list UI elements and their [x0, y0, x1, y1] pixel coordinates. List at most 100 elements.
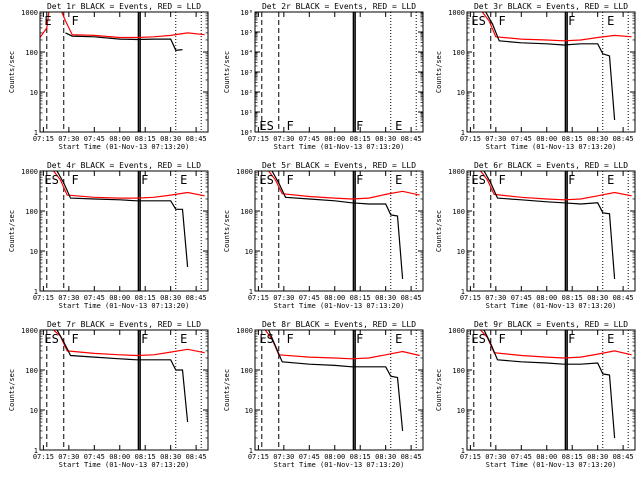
plot-frame: [466, 329, 636, 451]
marker-label: F: [356, 332, 363, 346]
marker-label: E: [180, 332, 187, 346]
x-tick-label: 07:30: [485, 135, 506, 143]
y-tick-label: 1000: [448, 168, 465, 176]
time-markers: [261, 330, 417, 450]
x-tick-label: 07:15: [460, 453, 481, 461]
y-tick-label: 10: [457, 407, 465, 415]
series-line-events: [483, 171, 616, 280]
panel-title: Det 8r BLACK = Events, RED = LLD: [262, 320, 416, 329]
x-tick-label: 08:00: [109, 135, 130, 143]
y-tick-label: 100: [25, 49, 38, 57]
x-tick-label: 08:45: [401, 453, 422, 461]
x-tick-label: 07:30: [273, 135, 294, 143]
series-line-events: [483, 330, 616, 439]
x-tick-label: 08:30: [587, 453, 608, 461]
panel-det-5: Det 5r BLACK = Events, RED = LLD ES F F E 1 10…: [223, 161, 424, 310]
x-tick-label: 08:15: [135, 453, 156, 461]
marker-label: F: [72, 14, 79, 28]
y-tick-label: 10: [245, 248, 253, 256]
plot-frame: [466, 11, 636, 133]
x-tick-label: 07:45: [511, 294, 532, 302]
y-tick-label: 10⁴: [240, 49, 253, 57]
y-tick-label: 10: [457, 248, 465, 256]
y-axis-label: Counts/sec: [223, 369, 231, 411]
y-axis-label: Counts/sec: [435, 369, 443, 411]
panel-det-7: Det 7r BLACK = Events, RED = LLD ES F F E 1 10…: [8, 320, 209, 469]
x-tick-label: 07:15: [460, 294, 481, 302]
x-tick-label: 08:15: [350, 135, 371, 143]
marker-label: F: [287, 173, 294, 187]
x-tick-label: 07:45: [84, 453, 105, 461]
marker-label: F: [356, 119, 363, 133]
series-line-lld: [40, 12, 205, 39]
x-tick-label: 07:45: [84, 135, 105, 143]
x-tick-label: 07:45: [511, 453, 532, 461]
marker-label: E: [607, 332, 614, 346]
marker-label: F: [568, 332, 575, 346]
marker-label: E: [395, 173, 402, 187]
time-markers: [46, 12, 202, 132]
x-axis-label: Start Time (01-Nov-13 07:13:20): [59, 461, 190, 469]
time-markers: [473, 12, 629, 132]
x-tick-label: 07:15: [33, 453, 54, 461]
x-tick-label: 08:00: [324, 453, 345, 461]
series-line-events: [56, 330, 189, 423]
x-tick-label: 08:45: [186, 294, 207, 302]
x-tick-label: 07:15: [248, 294, 269, 302]
time-markers: [46, 171, 202, 291]
panel-det-6: Det 6r BLACK = Events, RED = LLD ES F F E 1 10…: [435, 161, 636, 310]
marker-label: F: [72, 173, 79, 187]
x-tick-label: 07:30: [485, 294, 506, 302]
y-tick-label: 10¹: [240, 109, 253, 117]
y-tick-label: 100: [25, 208, 38, 216]
x-tick-label: 07:45: [299, 135, 320, 143]
y-tick-label: 10²: [240, 89, 253, 97]
x-axis-label: Start Time (01-Nov-13 07:13:20): [274, 302, 405, 310]
panel-title: Det 2r BLACK = Events, RED = LLD: [262, 2, 416, 11]
marker-label: F: [356, 173, 363, 187]
panel-title: Det 5r BLACK = Events, RED = LLD: [262, 161, 416, 170]
x-tick-label: 08:45: [401, 135, 422, 143]
plot-frame: [254, 11, 424, 133]
x-axis-label: Start Time (01-Nov-13 07:13:20): [59, 302, 190, 310]
y-tick-label: 1: [34, 447, 38, 455]
x-tick-label: 08:00: [109, 294, 130, 302]
marker-label: F: [499, 332, 506, 346]
y-axis-label: Counts/sec: [435, 210, 443, 252]
x-tick-label: 08:30: [587, 135, 608, 143]
panel-det-1: Det 1r BLACK = Events, RED = LLD E F 1 10 100…: [8, 2, 209, 151]
y-tick-label: 1: [461, 288, 465, 296]
series-line-events: [271, 171, 404, 280]
y-tick-label: 1000: [236, 168, 253, 176]
series-line-events: [268, 330, 404, 431]
x-tick-label: 08:00: [536, 294, 557, 302]
y-tick-label: 1000: [21, 168, 38, 176]
marker-label: F: [72, 332, 79, 346]
marker-label: F: [141, 332, 148, 346]
x-tick-label: 07:30: [58, 294, 79, 302]
marker-label: ES: [471, 14, 485, 28]
x-tick-label: 08:15: [562, 294, 583, 302]
x-tick-label: 08:15: [350, 294, 371, 302]
panel-det-2: Det 2r BLACK = Events, RED = LLD ES F F E 10⁰…: [223, 2, 424, 151]
y-tick-label: 1: [461, 129, 465, 137]
marker-label: F: [499, 173, 506, 187]
panel-det-3: Det 3r BLACK = Events, RED = LLD ES F F E 1 10…: [435, 2, 636, 151]
x-tick-label: 08:00: [324, 294, 345, 302]
panel-title: Det 6r BLACK = Events, RED = LLD: [474, 161, 628, 170]
series-line-events: [485, 12, 616, 121]
x-tick-label: 08:00: [536, 453, 557, 461]
y-tick-label: 100: [25, 367, 38, 375]
marker-label: E: [180, 173, 187, 187]
marker-label: E: [395, 119, 402, 133]
y-tick-label: 1: [34, 129, 38, 137]
series-line-events: [56, 171, 189, 267]
marker-label: F: [568, 173, 575, 187]
y-tick-label: 1000: [21, 327, 38, 335]
y-tick-label: 1000: [236, 327, 253, 335]
x-tick-label: 07:30: [58, 453, 79, 461]
panel-title: Det 4r BLACK = Events, RED = LLD: [47, 161, 201, 170]
marker-label: ES: [471, 332, 485, 346]
x-tick-label: 07:45: [84, 294, 105, 302]
